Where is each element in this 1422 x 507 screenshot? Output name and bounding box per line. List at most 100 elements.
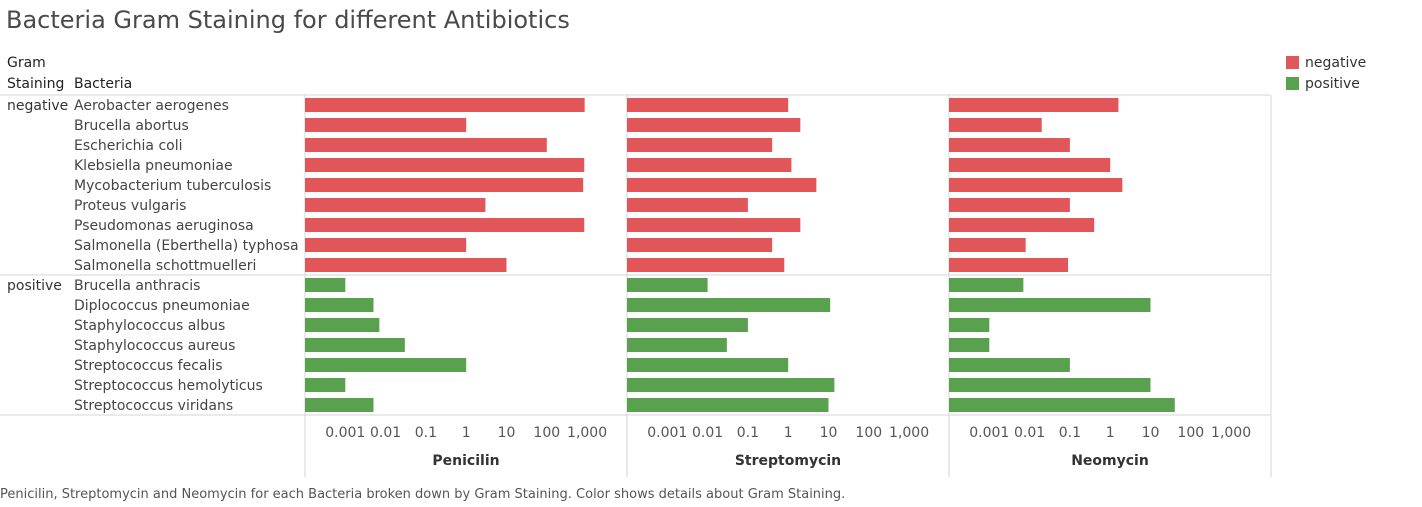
bar-neomycin-escherichia-coli: [949, 138, 1070, 152]
bar-penicilin-salmonella-eberthella-typhosa: [305, 238, 467, 252]
bar-penicilin-diplococcus-pneumoniae: [305, 298, 374, 312]
bar-neomycin-streptococcus-fecalis: [949, 358, 1070, 372]
legend-item-negative[interactable]: negative: [1286, 52, 1366, 73]
row-label-salmonella-schottmuelleri: Salmonella schottmuelleri: [74, 258, 256, 274]
legend-label-positive: positive: [1305, 75, 1360, 92]
row-label-klebsiella-pneumoniae: Klebsiella pneumoniae: [74, 158, 233, 174]
bar-streptomycin-salmonella-eberthella-typhosa: [627, 238, 773, 252]
bar-penicilin-streptococcus-hemolyticus: [305, 378, 346, 392]
bar-streptomycin-staphylococcus-albus: [627, 318, 748, 332]
bar-neomycin-streptococcus-hemolyticus: [949, 378, 1151, 392]
bar-penicilin-streptococcus-fecalis: [305, 358, 467, 372]
tick-label: 0.01: [692, 425, 723, 441]
row-label-brucella-abortus: Brucella abortus: [74, 118, 189, 134]
bar-neomycin-salmonella-schottmuelleri: [949, 258, 1069, 272]
panel-title-penicilin: Penicilin: [432, 453, 499, 469]
tick-label: 10: [1142, 425, 1160, 441]
legend-swatch-negative: [1286, 56, 1299, 69]
bar-penicilin-pseudomonas-aeruginosa: [305, 218, 585, 232]
tick-label: 100: [855, 425, 882, 441]
tick-label: 100: [1177, 425, 1204, 441]
row-label-escherichia-coli: Escherichia coli: [74, 138, 183, 154]
row-label-staphylococcus-albus: Staphylococcus albus: [74, 318, 225, 334]
legend-swatch-positive: [1286, 77, 1299, 90]
bar-streptomycin-streptococcus-hemolyticus: [627, 378, 835, 392]
row-labels: Gram Staining Bacteria negative Aerobacter a…: [7, 55, 299, 414]
bar-penicilin-klebsiella-pneumoniae: [305, 158, 585, 172]
panel-title-neomycin: Neomycin: [1071, 453, 1149, 469]
bar-chart: Gram Staining Bacteria negative Aerobacter a…: [0, 55, 1272, 477]
legend-label-negative: negative: [1305, 54, 1367, 71]
bar-neomycin-streptococcus-viridans: [949, 398, 1175, 412]
bar-neomycin-staphylococcus-aureus: [949, 338, 990, 352]
bar-streptomycin-salmonella-schottmuelleri: [627, 258, 785, 272]
bar-neomycin-brucella-anthracis: [949, 278, 1024, 292]
chart-caption: Penicilin, Streptomycin and Neomycin for…: [0, 487, 846, 502]
row-label-streptococcus-hemolyticus: Streptococcus hemolyticus: [74, 378, 263, 394]
axes-layer: 0.001 0.01 0.1 1 10 100 1,000 Penicilin 0.001 0.0…: [325, 425, 1251, 469]
bar-streptomycin-klebsiella-pneumoniae: [627, 158, 792, 172]
bar-penicilin-mycobacterium-tuberculosis: [305, 178, 584, 192]
bar-penicilin-streptococcus-viridans: [305, 398, 374, 412]
row-label-salmonella-eberthella-typhosa: Salmonella (Eberthella) typhosa: [74, 238, 299, 254]
bar-penicilin-escherichia-coli: [305, 138, 547, 152]
bar-streptomycin-staphylococcus-aureus: [627, 338, 727, 352]
tick-label: 10: [498, 425, 516, 441]
bar-neomycin-brucella-abortus: [949, 118, 1042, 132]
tick-label: 100: [533, 425, 560, 441]
row-label-diplococcus-pneumoniae: Diplococcus pneumoniae: [74, 298, 250, 314]
bar-streptomycin-streptococcus-fecalis: [627, 358, 789, 372]
legend-item-positive[interactable]: positive: [1286, 73, 1366, 94]
bar-streptomycin-escherichia-coli: [627, 138, 773, 152]
tick-label: 0.01: [370, 425, 401, 441]
bars-layer: [305, 98, 1175, 412]
tick-label: 1: [784, 425, 793, 441]
tick-label: 1,000: [889, 425, 929, 441]
bar-streptomycin-aerobacter-aerogenes: [627, 98, 789, 112]
bar-neomycin-klebsiella-pneumoniae: [949, 158, 1111, 172]
bar-neomycin-staphylococcus-albus: [949, 318, 990, 332]
chart-title: Bacteria Gram Staining for different Ant…: [6, 6, 570, 34]
tick-label: 1,000: [1211, 425, 1251, 441]
header-gram: Gram: [7, 55, 46, 71]
row-label-streptococcus-viridans: Streptococcus viridans: [74, 398, 233, 414]
row-label-staphylococcus-aureus: Staphylococcus aureus: [74, 338, 235, 354]
bar-penicilin-brucella-anthracis: [305, 278, 346, 292]
bar-penicilin-salmonella-schottmuelleri: [305, 258, 507, 272]
bar-streptomycin-diplococcus-pneumoniae: [627, 298, 831, 312]
row-label-aerobacter-aerogenes: Aerobacter aerogenes: [74, 98, 229, 114]
bar-streptomycin-proteus-vulgaris: [627, 198, 748, 212]
row-label-streptococcus-fecalis: Streptococcus fecalis: [74, 358, 223, 374]
bar-neomycin-salmonella-eberthella-typhosa: [949, 238, 1026, 252]
bar-streptomycin-brucella-anthracis: [627, 278, 708, 292]
bar-neomycin-aerobacter-aerogenes: [949, 98, 1119, 112]
tick-label: 0.1: [737, 425, 759, 441]
header-bacteria: Bacteria: [74, 76, 132, 92]
row-label-brucella-anthracis: Brucella anthracis: [74, 278, 200, 294]
legend: negative positive: [1286, 52, 1366, 94]
bar-penicilin-staphylococcus-albus: [305, 318, 380, 332]
bar-penicilin-proteus-vulgaris: [305, 198, 486, 212]
tick-label: 1: [462, 425, 471, 441]
bar-penicilin-staphylococcus-aureus: [305, 338, 405, 352]
tick-label: 0.001: [647, 425, 687, 441]
bar-neomycin-proteus-vulgaris: [949, 198, 1070, 212]
group-label-positive: positive: [7, 278, 62, 294]
bar-streptomycin-pseudomonas-aeruginosa: [627, 218, 801, 232]
tick-label: 0.001: [325, 425, 365, 441]
row-label-pseudomonas-aeruginosa: Pseudomonas aeruginosa: [74, 218, 254, 234]
tick-label: 0.1: [1059, 425, 1081, 441]
row-label-proteus-vulgaris: Proteus vulgaris: [74, 198, 186, 214]
tick-label: 1: [1106, 425, 1115, 441]
bar-streptomycin-mycobacterium-tuberculosis: [627, 178, 817, 192]
tick-label: 0.1: [415, 425, 437, 441]
bar-streptomycin-streptococcus-viridans: [627, 398, 829, 412]
bar-neomycin-pseudomonas-aeruginosa: [949, 218, 1095, 232]
panel-title-streptomycin: Streptomycin: [735, 453, 841, 469]
bar-neomycin-mycobacterium-tuberculosis: [949, 178, 1123, 192]
row-label-mycobacterium-tuberculosis: Mycobacterium tuberculosis: [74, 178, 271, 194]
tick-label: 0.01: [1014, 425, 1045, 441]
tick-label: 0.001: [969, 425, 1009, 441]
group-label-negative: negative: [7, 98, 68, 114]
header-staining: Staining: [7, 76, 64, 92]
